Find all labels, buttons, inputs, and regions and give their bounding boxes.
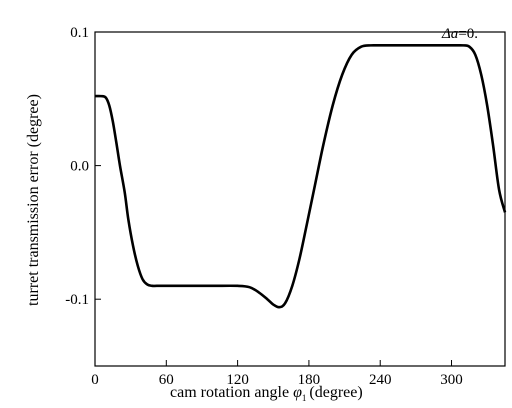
plot-frame <box>94 31 506 367</box>
y-tick-label: 0.0 <box>70 159 89 175</box>
y-axis-title: turret transmission error (degree) <box>25 94 42 306</box>
y-axis-ticks: 0.1 0.0 -0.1 <box>65 25 101 308</box>
x-tick-label: 0 <box>91 372 99 388</box>
x-axis-ticks: 0 60 120 180 240 300 <box>91 360 463 388</box>
x-tick-label: 240 <box>369 372 392 388</box>
series-line <box>94 43 507 309</box>
x-tick-label: 180 <box>298 372 321 388</box>
y-tick-label: -0.1 <box>65 292 89 308</box>
x-tick-label: 120 <box>226 372 249 388</box>
x-tick-label: 300 <box>440 372 463 388</box>
delta-a-annotation: Δa=0. <box>441 26 478 42</box>
x-tick-label: 60 <box>159 372 174 388</box>
x-axis-title: cam rotation angle φ1 (degree) <box>170 384 363 403</box>
series-layer <box>94 43 507 309</box>
y-tick-label: 0.1 <box>70 25 89 41</box>
